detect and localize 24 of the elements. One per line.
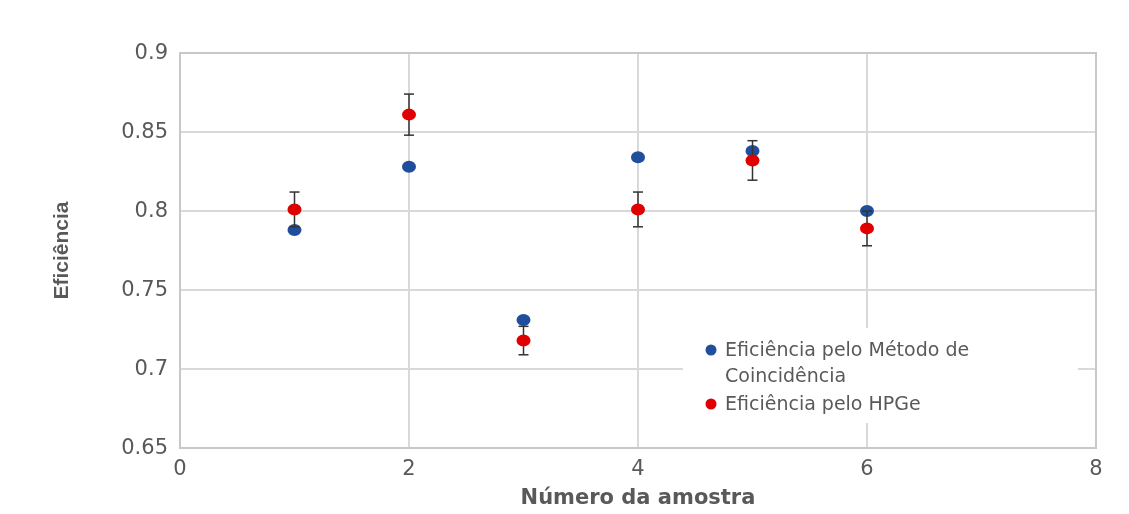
point [745, 154, 760, 167]
y-tick-label: 0.65 [121, 435, 168, 459]
x-tick-label: 6 [860, 456, 874, 480]
y-tick-label: 0.8 [134, 198, 168, 222]
y-tick-label: 0.9 [134, 40, 168, 64]
point [402, 108, 416, 121]
y-tick-label: 0.7 [134, 356, 168, 380]
point [287, 203, 302, 216]
y-tick-label: 0.85 [121, 119, 168, 143]
y-tick-label: 0.75 [121, 277, 168, 301]
x-tick-label: 0 [173, 456, 187, 480]
legend-label: Eficiência pelo HPGe [725, 391, 921, 414]
y-axis-title: Eficiência [49, 201, 72, 300]
point [631, 203, 645, 216]
point [860, 222, 874, 235]
point [631, 151, 645, 164]
x-axis-title: Número da amostra [520, 485, 756, 509]
legend-label: Eficiência pelo Método de Coincidência [725, 337, 970, 386]
x-tick-label: 4 [631, 456, 645, 480]
point [516, 334, 531, 347]
point [516, 314, 531, 327]
x-tick-label: 8 [1089, 456, 1103, 480]
point [402, 160, 416, 173]
x-tick-label: 2 [402, 456, 416, 480]
